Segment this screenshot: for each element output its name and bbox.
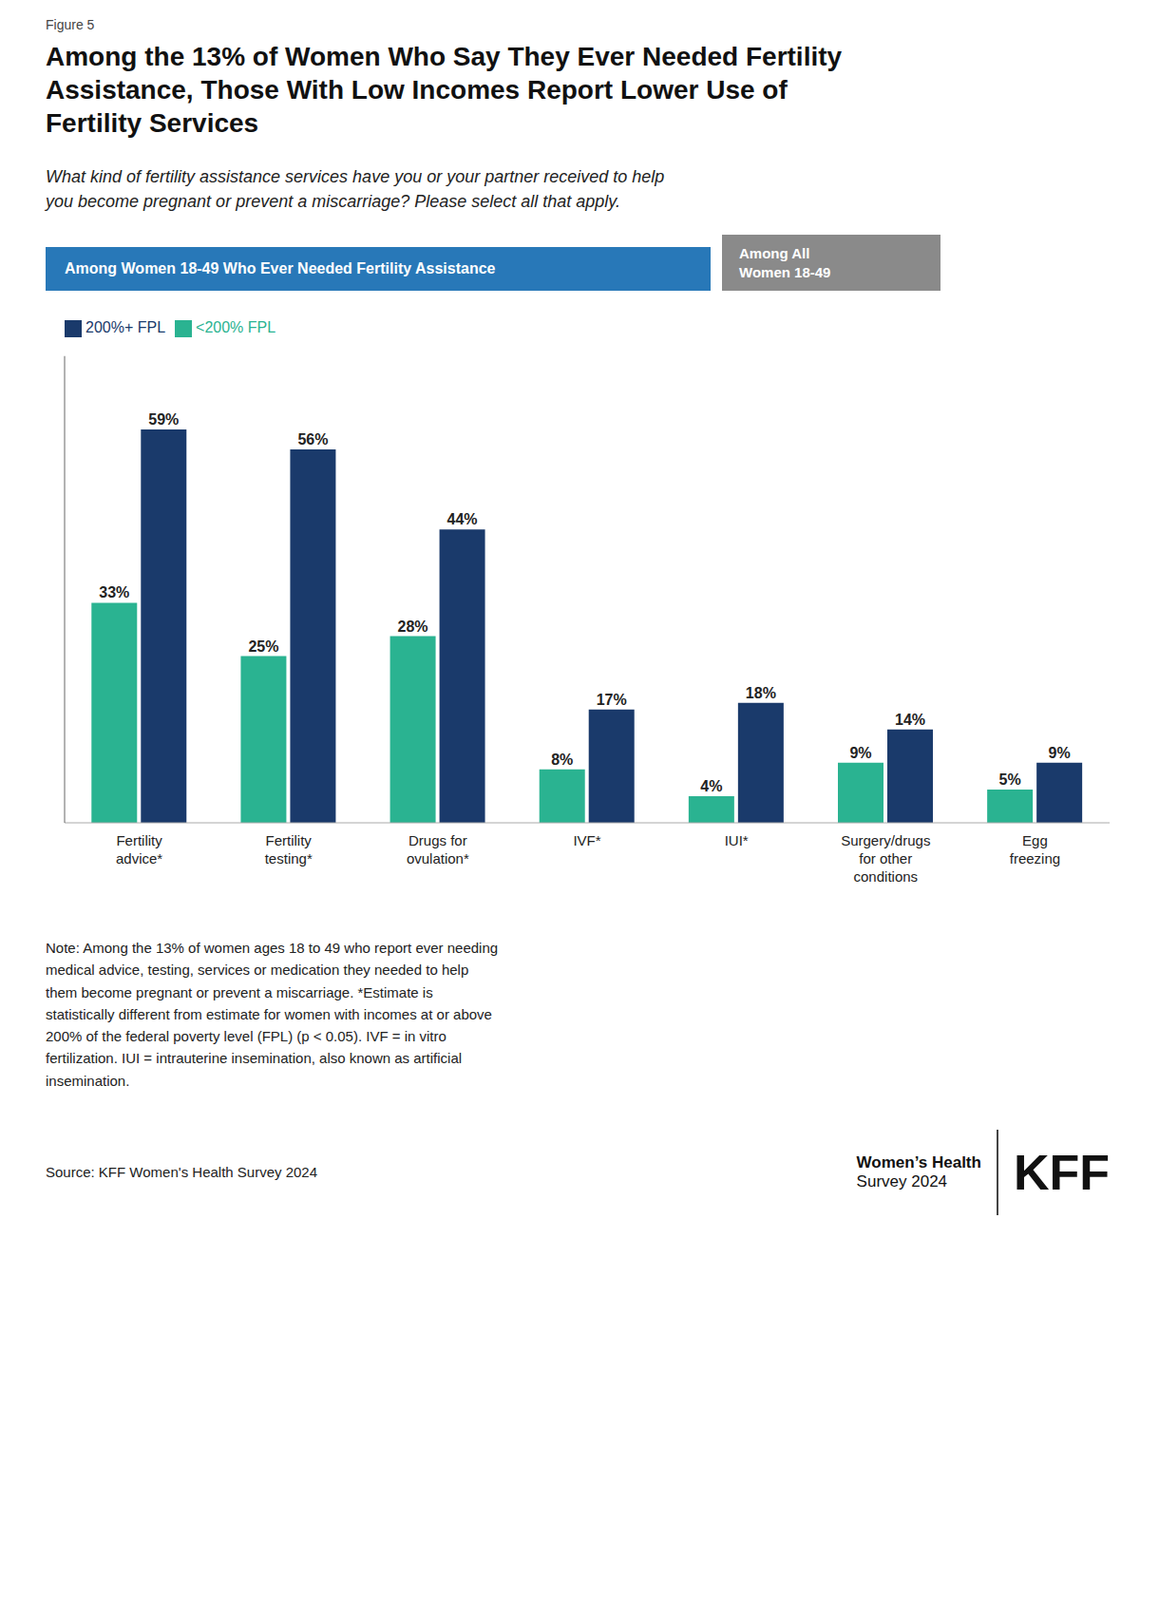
- svg-text:56%: 56%: [297, 431, 328, 448]
- svg-text:Fertilitytesting*: Fertilitytesting*: [265, 832, 313, 867]
- html-text:Source: KFF Women's Health Sur: Source: KFF Women's Health Survey 2024: [45, 1164, 318, 1181]
- svg-text:8%: 8%: [551, 751, 573, 768]
- svg-text:14%: 14%: [894, 711, 926, 728]
- html-text:Among Women 18-49 Who Ever Nee: Among Women 18-49 Who Ever Needed Fertil…: [64, 260, 496, 277]
- svg-text:Surgery/drugsfor otherconditio: Surgery/drugsfor otherconditions: [840, 832, 931, 885]
- html-text:<200% FPL: <200% FPL: [195, 319, 276, 336]
- html-text:What kind of fertility assista: What kind of fertility assistance servic…: [45, 167, 665, 211]
- svg-text:17%: 17%: [596, 691, 627, 708]
- svg-text:18%: 18%: [745, 684, 777, 702]
- html-text:Survey 2024: Survey 2024: [856, 1172, 948, 1191]
- svg-text:5%: 5%: [999, 771, 1022, 788]
- html-text:Note: Among the 13% of women a: Note: Among the 13% of women ages 18 to …: [45, 939, 498, 1089]
- svg-text:28%: 28%: [398, 618, 429, 635]
- html-text:KFF: KFF: [1013, 1144, 1110, 1200]
- svg-text:59%: 59%: [148, 411, 179, 428]
- html-text:Figure 5: Figure 5: [45, 17, 95, 33]
- svg-text:Fertilityadvice*: Fertilityadvice*: [115, 832, 163, 867]
- svg-text:9%: 9%: [849, 744, 872, 761]
- svg-text:Eggfreezing: Eggfreezing: [1009, 832, 1061, 867]
- svg-text:25%: 25%: [247, 638, 279, 655]
- svg-text:33%: 33%: [98, 585, 130, 602]
- svg-text:4%: 4%: [700, 778, 722, 795]
- html-text:Among the 13% of Women Who Say: Among the 13% of Women Who Say They Ever…: [45, 41, 842, 138]
- svg-text:9%: 9%: [1048, 744, 1071, 761]
- html-text:200%+ FPL: 200%+ FPL: [85, 319, 166, 336]
- html-text:Among All Women 18-49: Among All Women 18-49: [739, 245, 831, 280]
- svg-text:Drugs forovulation*: Drugs forovulation*: [406, 832, 470, 867]
- svg-text:IVF*: IVF*: [572, 832, 601, 849]
- html-text:Women’s Health: Women’s Health: [856, 1153, 982, 1172]
- svg-text:44%: 44%: [447, 511, 478, 528]
- svg-text:IUI*: IUI*: [724, 832, 749, 849]
